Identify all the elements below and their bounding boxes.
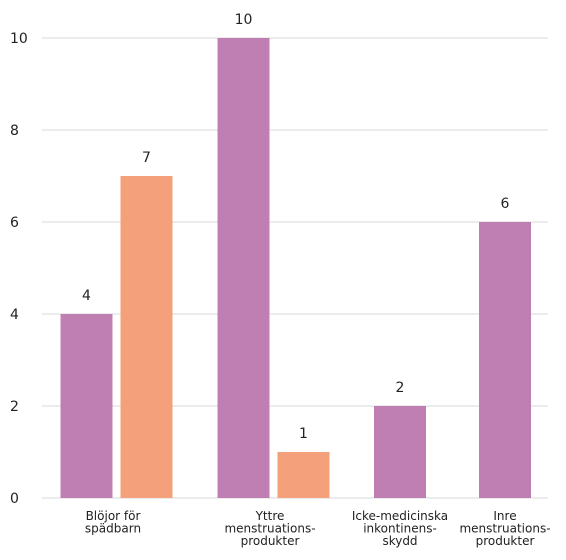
y-tick-label: 8 xyxy=(10,123,19,139)
bar-series2-cat2 xyxy=(277,452,330,498)
data-label: 7 xyxy=(142,150,151,166)
data-label: 2 xyxy=(396,380,405,396)
bar-series1-cat2 xyxy=(217,38,270,498)
y-tick-label: 10 xyxy=(10,31,28,47)
y-tick-label: 0 xyxy=(10,491,19,507)
data-label: 10 xyxy=(235,12,253,28)
data-labels: 4 7 10 1 2 6 xyxy=(82,12,510,442)
y-tick-label: 6 xyxy=(10,215,19,231)
bar-series1-cat3 xyxy=(374,406,426,498)
data-label: 4 xyxy=(82,288,91,304)
x-tick-label: Yttre menstruations-produkter xyxy=(224,509,315,548)
bar-series1-cat1 xyxy=(60,314,113,498)
data-label: 1 xyxy=(299,426,308,442)
gridlines xyxy=(42,37,548,499)
x-tick-label: Blöjor för spädbarn xyxy=(85,509,141,536)
y-tick-label: 2 xyxy=(10,399,19,415)
x-axis-ticks: Blöjor för spädbarn Yttre menstruations-pro… xyxy=(85,509,551,548)
y-tick-label: 4 xyxy=(10,307,19,323)
bar-series2-cat1 xyxy=(120,176,173,498)
data-label: 6 xyxy=(501,196,510,212)
y-axis-ticks: 0 2 4 6 8 10 xyxy=(10,31,28,507)
bars xyxy=(60,38,531,498)
x-tick-label: Inre menstruations-produkter xyxy=(459,509,550,548)
x-tick-label: Icke-medicinska inkontinens-skydd xyxy=(352,509,448,548)
bar-series1-cat4 xyxy=(479,222,531,498)
